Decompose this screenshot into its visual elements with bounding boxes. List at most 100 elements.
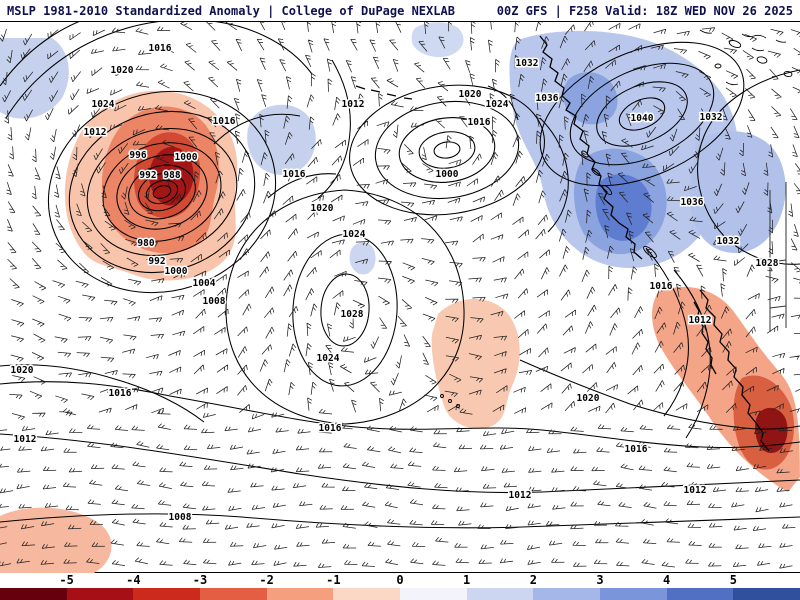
colorbar-tick: -1 [326,573,341,587]
pressure-label: 1012 [509,490,532,501]
pressure-label: 1012 [684,485,707,496]
pressure-label: 1040 [631,113,654,124]
anomaly-fill-layer [0,22,800,573]
isobar-contour [0,513,800,529]
colorbar-segment [666,588,734,600]
wind-barbs [0,22,800,569]
graticule-line [769,259,787,263]
pos-anomaly-gulf-alaska-core [595,174,652,241]
colorbar-segment [133,588,201,600]
colorbar-tick: 1 [463,573,471,587]
colorbar-tick: 2 [529,573,537,587]
colorbar-tick: -2 [259,573,274,587]
neg-anomaly-low-inner [149,146,194,206]
title-bar: MSLP 1981-2010 Standardized Anomaly | Co… [0,0,800,22]
isobar-contour [86,128,238,256]
isobar-contour [539,117,569,233]
isobar-contour [225,189,465,425]
pressure-label: 992 [148,256,165,267]
colorbar-tick: 0 [396,573,404,587]
pos-anomaly-nw-corner [0,38,69,119]
pressure-label: 1020 [111,65,134,76]
pressure-label: 1020 [11,365,34,376]
colorbar-segment [333,588,401,600]
colorbar-segment [66,588,134,600]
colorbar-tick: -3 [192,573,208,587]
island [581,150,589,158]
isobar-contour [47,90,277,294]
isobar-contours-layer [0,22,800,529]
pressure-label: 1008 [169,512,192,523]
pressure-label: 1016 [319,423,342,434]
pressure-label: 1028 [756,258,779,269]
isobar-contour [487,85,519,121]
coastline [693,301,717,375]
island [756,56,768,64]
isobar-contour [5,22,313,119]
island [440,394,444,398]
island [601,184,613,196]
pressure-label: 1012 [342,99,365,110]
island [728,40,742,48]
pos-anomaly-small-central [349,242,376,275]
isobar-contour [645,247,689,417]
pressure-label: 1016 [149,43,172,54]
colorbar-tick: 3 [596,573,604,587]
colorbar-tick: 5 [729,573,737,587]
pressure-label: 1016 [283,169,306,180]
isobar-contour [349,84,545,216]
isobar-contour [539,41,745,187]
colorbar-segment [0,588,67,600]
colorbar-segment [400,588,467,600]
isobar-contour [0,22,80,87]
isobar-contour [398,117,496,183]
colorbar-segment [533,588,601,600]
island [448,399,452,403]
pressure-label: 1032 [717,236,740,247]
isobar-contour [317,59,351,199]
terrain-line [775,39,787,43]
island [591,167,601,177]
isobar-contour [418,131,476,169]
pressure-label: 1004 [193,278,216,289]
pressure-label: 1012 [689,315,712,326]
graticule-line [769,305,787,309]
isobar-contour [267,173,337,199]
pressure-label: 1012 [14,434,37,445]
isobar-contour [0,381,800,449]
pressure-label: 1016 [468,117,491,128]
pressure-label: 1028 [341,309,364,320]
colorbar-segment [733,588,800,600]
map-area: 1016 1020 1024 1012 996 1000 992 988 980 992 1000 1… [0,22,800,573]
coastline [355,85,413,100]
pressure-label: 1000 [436,169,459,180]
wind-barbs-layer [0,22,800,569]
neg-anomaly-mexico-core [755,407,788,454]
isobar-contour [152,185,172,199]
terrain-line [725,81,739,86]
product-title: MSLP 1981-2010 Standardized Anomaly | Co… [7,3,455,18]
colorbar-segment [466,588,534,600]
pressure-label: 1032 [700,112,723,123]
colorbar: -5 -4 -3 -2 -1 0 1 2 3 4 5 [0,573,800,600]
island [643,245,657,259]
island [783,70,793,78]
graticule-layer [769,182,787,332]
isobar-contour [213,113,301,145]
isobar-contour [433,141,461,159]
colorbar-ticks: -5 -4 -3 -2 -1 0 1 2 3 4 5 [0,573,800,588]
pressure-label: 1032 [516,58,539,69]
colorbar-segment [200,588,267,600]
isobar-contour [137,172,187,212]
pressure-label: 1036 [536,93,559,104]
pressure-label: 1020 [459,89,482,100]
pressure-label: 1016 [213,116,236,127]
isobar-contour [0,433,800,494]
isobar-contour [697,69,800,265]
isobar-contour [320,273,370,347]
pressure-label: 1024 [92,99,115,110]
pressure-label: 988 [163,170,180,181]
